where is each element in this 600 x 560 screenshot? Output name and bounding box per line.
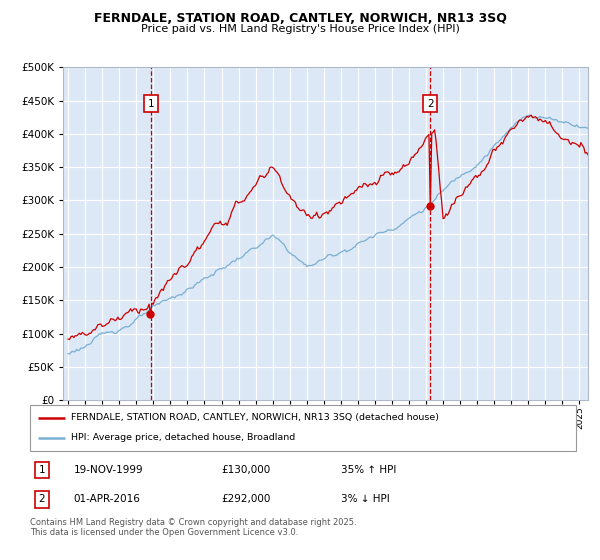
Text: Contains HM Land Registry data © Crown copyright and database right 2025.
This d: Contains HM Land Registry data © Crown c… bbox=[30, 518, 356, 538]
Text: 1: 1 bbox=[38, 465, 46, 475]
Text: 2: 2 bbox=[427, 99, 434, 109]
Text: FERNDALE, STATION ROAD, CANTLEY, NORWICH, NR13 3SQ (detached house): FERNDALE, STATION ROAD, CANTLEY, NORWICH… bbox=[71, 413, 439, 422]
Text: FERNDALE, STATION ROAD, CANTLEY, NORWICH, NR13 3SQ: FERNDALE, STATION ROAD, CANTLEY, NORWICH… bbox=[94, 12, 506, 25]
Text: 35% ↑ HPI: 35% ↑ HPI bbox=[341, 465, 397, 475]
Text: £130,000: £130,000 bbox=[221, 465, 271, 475]
Text: 1: 1 bbox=[148, 99, 155, 109]
Text: 01-APR-2016: 01-APR-2016 bbox=[74, 494, 140, 505]
FancyBboxPatch shape bbox=[30, 405, 576, 451]
Text: HPI: Average price, detached house, Broadland: HPI: Average price, detached house, Broa… bbox=[71, 433, 295, 442]
Text: £292,000: £292,000 bbox=[221, 494, 271, 505]
Text: 3% ↓ HPI: 3% ↓ HPI bbox=[341, 494, 390, 505]
Text: 2: 2 bbox=[38, 494, 46, 505]
Text: Price paid vs. HM Land Registry's House Price Index (HPI): Price paid vs. HM Land Registry's House … bbox=[140, 24, 460, 34]
Text: 19-NOV-1999: 19-NOV-1999 bbox=[74, 465, 143, 475]
